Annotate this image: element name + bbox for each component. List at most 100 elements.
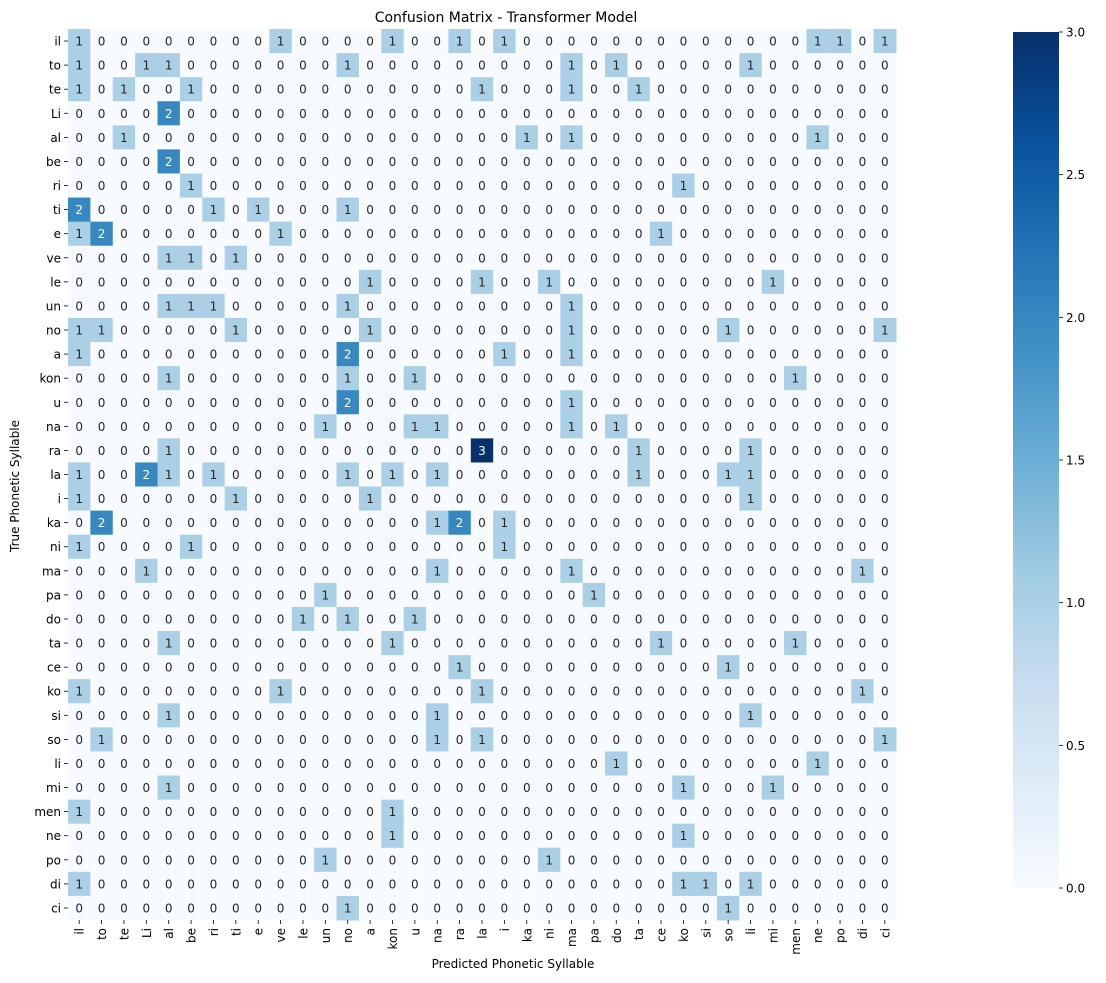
cell-value-label: 0	[769, 877, 777, 891]
cell-value-label: 0	[187, 203, 195, 217]
heatmap-cell	[761, 342, 785, 367]
cell-value-label: 0	[523, 612, 531, 626]
heatmap-cell	[157, 317, 181, 343]
heatmap-cell	[68, 149, 91, 174]
cell-value-label: 0	[456, 348, 464, 362]
cell-value-label: 0	[456, 275, 464, 289]
cell-value-label: 0	[702, 805, 710, 819]
heatmap-cell	[112, 125, 136, 150]
cell-value-label: 0	[501, 612, 509, 626]
heatmap-cell	[470, 269, 494, 295]
cell-value-label: 0	[814, 853, 822, 867]
cell-value-label: 1	[635, 444, 643, 458]
cell-value-label: 0	[814, 829, 822, 843]
cell-value-label: 0	[836, 709, 844, 723]
heatmap-cell	[470, 77, 494, 102]
cell-value-label: 0	[657, 299, 665, 313]
cell-value-label: 1	[142, 59, 150, 73]
heatmap-cell	[381, 269, 405, 295]
cell-value-label: 1	[724, 468, 732, 482]
cell-value-label: 0	[210, 131, 218, 145]
heatmap-cell	[179, 558, 203, 584]
heatmap-cell	[537, 29, 561, 54]
heatmap-cell	[694, 149, 718, 174]
cell-value-label: 2	[344, 348, 352, 362]
cell-value-label: 0	[657, 877, 665, 891]
cell-value-label: 1	[277, 227, 285, 241]
cell-value-label: 1	[478, 83, 486, 97]
cell-value-label: 0	[814, 516, 822, 530]
heatmap-cell	[515, 125, 539, 150]
cell-value-label: 0	[232, 107, 240, 121]
cell-value-label: 0	[836, 372, 844, 386]
heatmap-cell	[403, 317, 427, 343]
cell-value-label: 0	[568, 275, 576, 289]
heatmap-cell	[179, 751, 203, 777]
heatmap-cell	[314, 438, 338, 463]
cell-value-label: 0	[769, 612, 777, 626]
heatmap-cell	[761, 847, 785, 873]
cell-value-label: 0	[568, 733, 576, 747]
heatmap-cell	[537, 847, 561, 873]
cell-value-label: 0	[411, 516, 419, 530]
heatmap-cell	[381, 101, 405, 126]
heatmap-cell	[202, 29, 226, 54]
heatmap-cell	[716, 558, 740, 584]
cell-value-label: 1	[187, 251, 195, 265]
cell-value-label: 0	[120, 564, 128, 578]
cell-value-label: 0	[98, 107, 106, 121]
cell-value-label: 0	[769, 757, 777, 771]
heatmap-cell	[806, 703, 830, 728]
y-tick-label: li	[54, 757, 61, 771]
cell-value-label: 0	[277, 107, 285, 121]
cell-value-label: 0	[523, 83, 531, 97]
heatmap-cell	[470, 29, 494, 54]
heatmap-cell	[672, 799, 696, 825]
heatmap-cell	[560, 871, 584, 897]
heatmap-cell	[448, 269, 472, 295]
cell-value-label: 0	[791, 444, 799, 458]
heatmap-cell	[873, 197, 897, 223]
cell-value-label: 1	[747, 444, 755, 458]
heatmap-cell	[560, 173, 584, 199]
cell-value-label: 0	[254, 709, 262, 723]
heatmap-cell	[202, 53, 226, 78]
heatmap-cell	[537, 101, 561, 126]
heatmap-cell	[493, 751, 517, 777]
heatmap-cell	[448, 414, 472, 439]
cell-value-label: 0	[859, 107, 867, 121]
cell-value-label: 0	[299, 251, 307, 265]
cell-value-label: 0	[210, 757, 218, 771]
heatmap-cell	[828, 751, 852, 777]
cell-value-label: 0	[523, 348, 531, 362]
cell-value-label: 0	[411, 564, 419, 578]
cell-value-label: 0	[254, 35, 262, 49]
cell-value-label: 1	[814, 35, 822, 49]
heatmap-cell	[224, 269, 248, 295]
cell-value-label: 0	[612, 107, 620, 121]
heatmap-cell	[582, 727, 606, 752]
heatmap-cell	[605, 895, 628, 921]
heatmap-cell	[426, 895, 449, 921]
cell-value-label: 0	[254, 564, 262, 578]
heatmap-cell	[179, 703, 203, 728]
cell-value-label: 0	[657, 853, 665, 867]
cell-value-label: 2	[98, 227, 106, 241]
cell-value-label: 0	[411, 853, 419, 867]
x-tick-label: a	[364, 928, 378, 935]
cell-value-label: 0	[702, 588, 710, 602]
cell-value-label: 1	[389, 637, 397, 651]
cell-value-label: 0	[210, 155, 218, 169]
cell-value-label: 0	[702, 203, 710, 217]
cell-value-label: 0	[299, 829, 307, 843]
heatmap-cell	[403, 53, 427, 78]
cell-value-label: 0	[612, 203, 620, 217]
cell-value-label: 0	[120, 155, 128, 169]
heatmap-cell	[358, 77, 382, 102]
heatmap-cell	[716, 606, 740, 632]
heatmap-cell	[426, 173, 449, 199]
heatmap-cell	[873, 655, 897, 680]
heatmap-cell	[314, 245, 338, 271]
heatmap-cell	[448, 342, 472, 367]
heatmap-cell	[851, 366, 875, 391]
